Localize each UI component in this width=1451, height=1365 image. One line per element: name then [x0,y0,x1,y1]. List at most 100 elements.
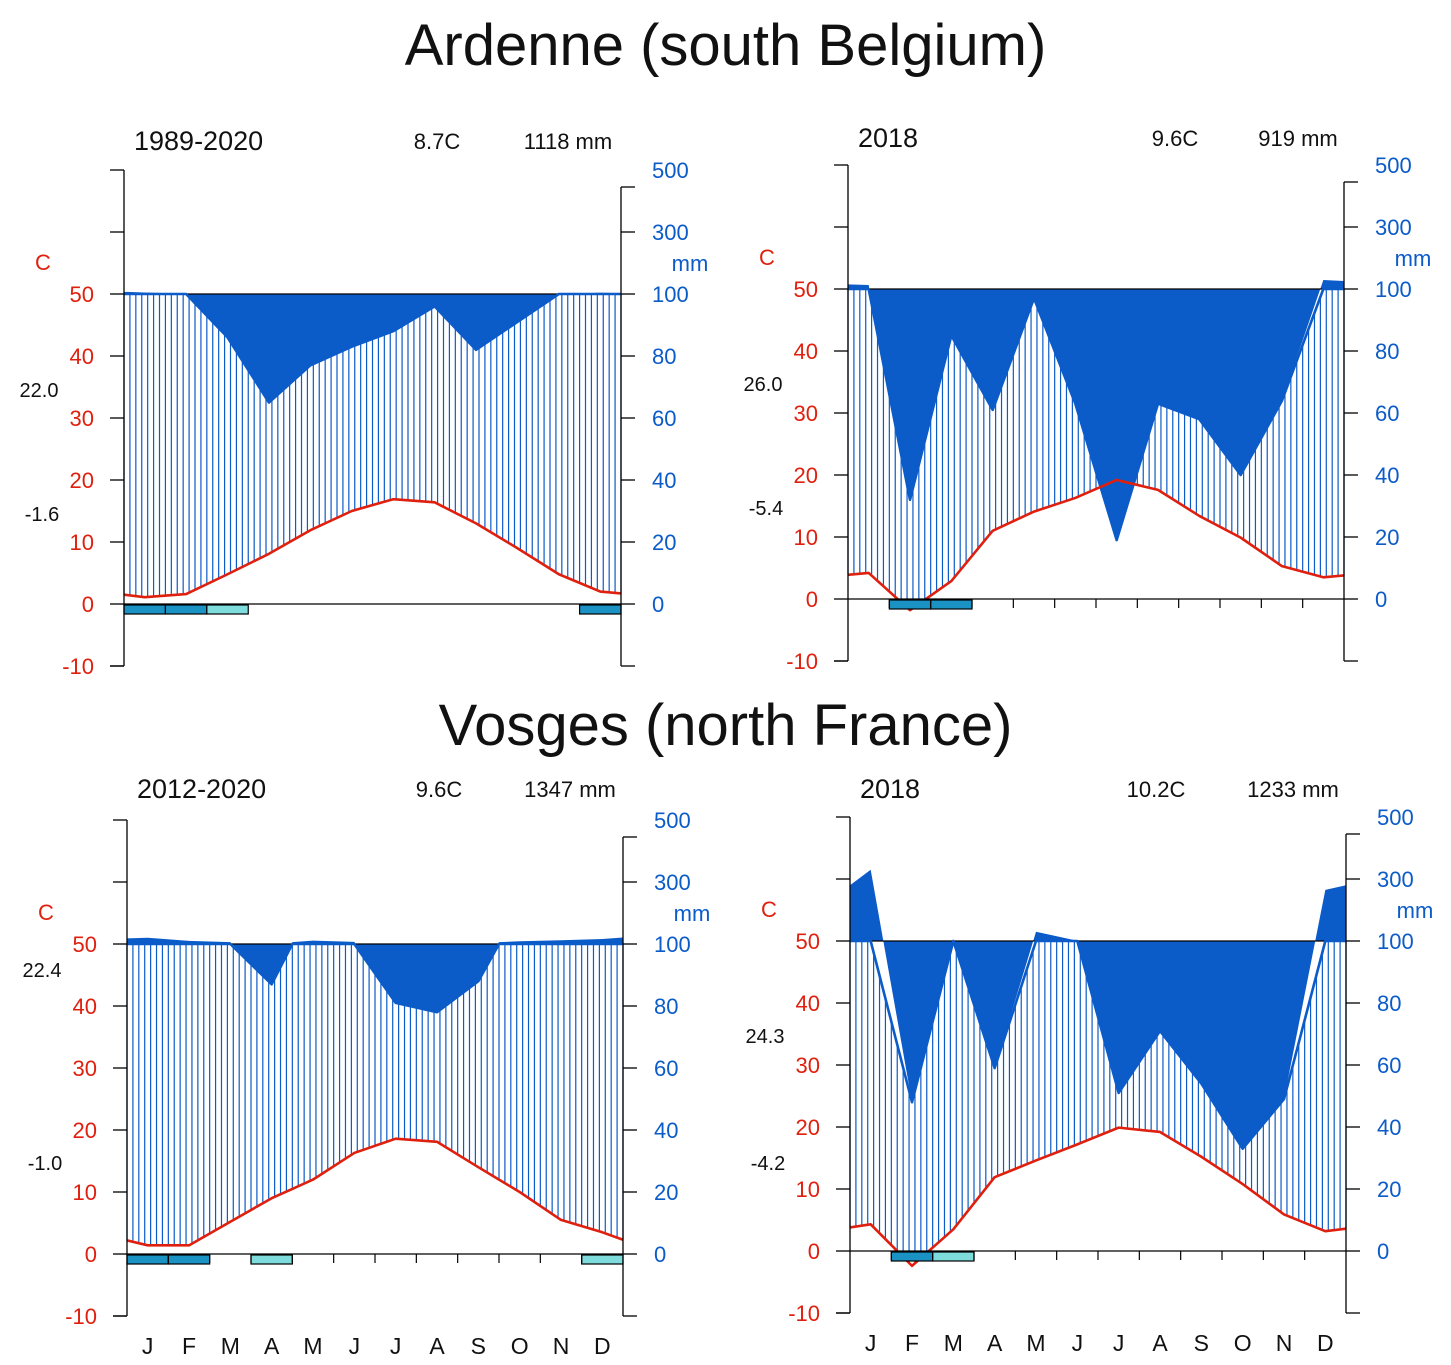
precipitation-tick-label: 60 [1377,1053,1401,1078]
min-temperature-label: -1.6 [25,504,59,526]
perhumid-area [127,937,623,1013]
temperature-tick-label: 30 [794,401,818,426]
temperature-tick-label: 40 [70,344,94,369]
precipitation-line [127,942,623,1014]
temperature-line [126,1137,624,1247]
precipitation-tick-label: 300 [652,220,689,245]
perhumid-area [124,291,621,403]
precipitation-tick-label: 0 [654,1242,666,1267]
month-label: O [1234,1330,1252,1356]
period-label: 2012-2020 [137,774,266,804]
mean-temperature-label: 9.6C [416,777,463,802]
month-label: D [1317,1330,1334,1356]
precipitation-tick-label: 60 [654,1056,678,1081]
max-temperature-label: 24.3 [746,1026,785,1048]
month-label: J [390,1333,402,1359]
month-label: A [264,1333,280,1359]
temperature-tick-label: 20 [70,468,94,493]
temperature-tick-label: 40 [794,339,818,364]
precipitation-tick-label: 80 [652,344,676,369]
temperature-tick-label: 20 [794,463,818,488]
temperature-tick-label: 10 [70,530,94,555]
precipitation-tick-label: 40 [654,1118,678,1143]
mean-temperature-label: 9.6C [1152,126,1199,151]
mean-temperature-label: 10.2C [1127,777,1186,802]
max-temperature-label: 22.0 [20,380,59,402]
temperature-tick-label: 50 [796,929,820,954]
month-label: O [511,1333,529,1359]
precipitation-tick-label: 40 [1377,1115,1401,1140]
max-temperature-label: 22.4 [23,960,62,982]
precipitation-tick-label: 0 [652,592,664,617]
month-label: F [182,1333,196,1359]
precipitation-tick-label: 100 [652,282,689,307]
temperature-unit-label: C [35,250,51,275]
month-label: S [1194,1330,1209,1356]
month-label: J [349,1333,361,1359]
temperature-tick-label: 50 [73,932,97,957]
precipitation-tick-label: 500 [652,158,689,183]
month-label: J [1113,1330,1125,1356]
period-label: 1989-2020 [134,126,263,156]
perhumid-area [850,869,1346,1149]
min-temperature-label: -4.2 [751,1153,785,1175]
precipitation-tick-label: 500 [654,808,691,833]
precipitation-tick-label: 0 [1375,587,1387,612]
temperature-tick-label: 0 [85,1242,97,1267]
temperature-tick-label: 30 [796,1053,820,1078]
max-temperature-label: 26.0 [744,374,783,396]
precipitation-tick-label: 500 [1375,153,1412,178]
month-label: M [303,1333,322,1359]
perhumid-area [848,280,1344,541]
precipitation-tick-label: 100 [1375,277,1412,302]
temperature-tick-label: 0 [806,587,818,612]
min-temperature-label: -1.0 [28,1153,62,1175]
precipitation-tick-label: 80 [1377,991,1401,1016]
precipitation-tick-label: 40 [652,468,676,493]
annual-precipitation-label: 1233 mm [1247,777,1339,802]
precipitation-tick-label: 300 [1377,867,1414,892]
precipitation-tick-label: 300 [654,870,691,895]
temperature-tick-label: 20 [73,1118,97,1143]
precipitation-tick-label: 500 [1377,805,1414,830]
precipitation-unit-label: mm [1395,246,1432,271]
precipitation-unit-label: mm [1397,898,1434,923]
precipitation-line [848,287,1344,542]
frost-bar-probable [932,1251,975,1262]
temperature-tick-label: 10 [794,525,818,550]
frost-bar-probable [206,604,249,615]
precipitation-tick-label: 20 [1375,525,1399,550]
temperature-line [849,1126,1347,1268]
precipitation-tick-label: 100 [1377,929,1414,954]
month-label: M [944,1330,963,1356]
temperature-tick-label: -10 [65,1304,97,1329]
mean-temperature-label: 8.7C [414,129,461,154]
temperature-unit-label: C [761,897,777,922]
temperature-tick-label: 40 [796,991,820,1016]
precipitation-tick-label: 300 [1375,215,1412,240]
temperature-tick-label: 30 [73,1056,97,1081]
month-label: A [429,1333,445,1359]
annual-precipitation-label: 1347 mm [524,777,616,802]
precipitation-unit-label: mm [674,901,711,926]
temperature-tick-label: 50 [70,282,94,307]
section-title-ardenne: Ardenne (south Belgium) [404,13,1047,78]
precipitation-unit-label: mm [672,251,709,276]
month-label: A [1152,1330,1168,1356]
annual-precipitation-label: 919 mm [1258,126,1337,151]
temperature-tick-label: 0 [82,592,94,617]
min-temperature-label: -5.4 [749,498,783,520]
month-label: M [221,1333,240,1359]
temperature-tick-label: -10 [786,649,818,674]
month-label: J [142,1333,154,1359]
temperature-tick-label: 40 [73,994,97,1019]
temperature-tick-label: 50 [794,277,818,302]
temperature-tick-label: 30 [70,406,94,431]
month-label: J [1072,1330,1084,1356]
temperature-tick-label: 0 [808,1239,820,1264]
temperature-tick-label: 20 [796,1115,820,1140]
